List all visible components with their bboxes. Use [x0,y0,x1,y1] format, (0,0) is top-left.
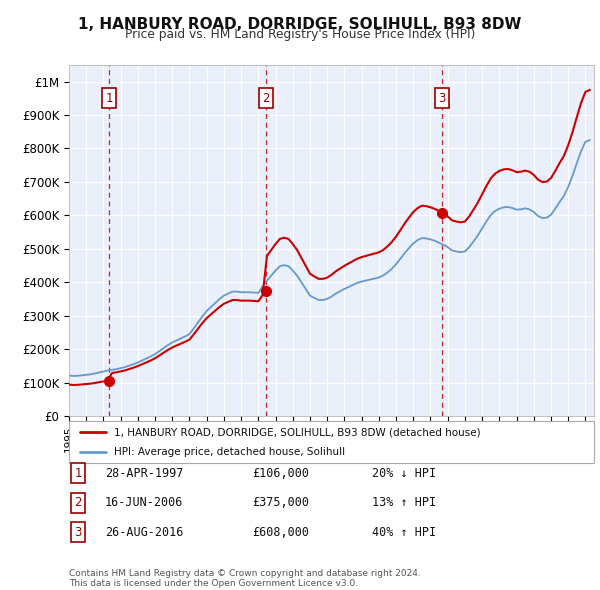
Text: Contains HM Land Registry data © Crown copyright and database right 2024.
This d: Contains HM Land Registry data © Crown c… [69,569,421,588]
Text: 1, HANBURY ROAD, DORRIDGE, SOLIHULL, B93 8DW: 1, HANBURY ROAD, DORRIDGE, SOLIHULL, B93… [79,17,521,31]
Text: Price paid vs. HM Land Registry's House Price Index (HPI): Price paid vs. HM Land Registry's House … [125,28,475,41]
Text: 13% ↑ HPI: 13% ↑ HPI [372,496,436,509]
Text: HPI: Average price, detached house, Solihull: HPI: Average price, detached house, Soli… [113,447,345,457]
FancyBboxPatch shape [69,421,594,463]
Text: £608,000: £608,000 [252,526,309,539]
Text: 16-JUN-2006: 16-JUN-2006 [105,496,184,509]
Text: £375,000: £375,000 [252,496,309,509]
Text: 1: 1 [74,467,82,480]
Text: 3: 3 [74,526,82,539]
Text: 3: 3 [438,92,445,105]
Text: 28-APR-1997: 28-APR-1997 [105,467,184,480]
Text: 20% ↓ HPI: 20% ↓ HPI [372,467,436,480]
Text: £106,000: £106,000 [252,467,309,480]
Text: 1, HANBURY ROAD, DORRIDGE, SOLIHULL, B93 8DW (detached house): 1, HANBURY ROAD, DORRIDGE, SOLIHULL, B93… [113,427,480,437]
Text: 26-AUG-2016: 26-AUG-2016 [105,526,184,539]
Text: 2: 2 [263,92,270,105]
Text: 2: 2 [74,496,82,509]
Text: 1: 1 [105,92,113,105]
Text: 40% ↑ HPI: 40% ↑ HPI [372,526,436,539]
